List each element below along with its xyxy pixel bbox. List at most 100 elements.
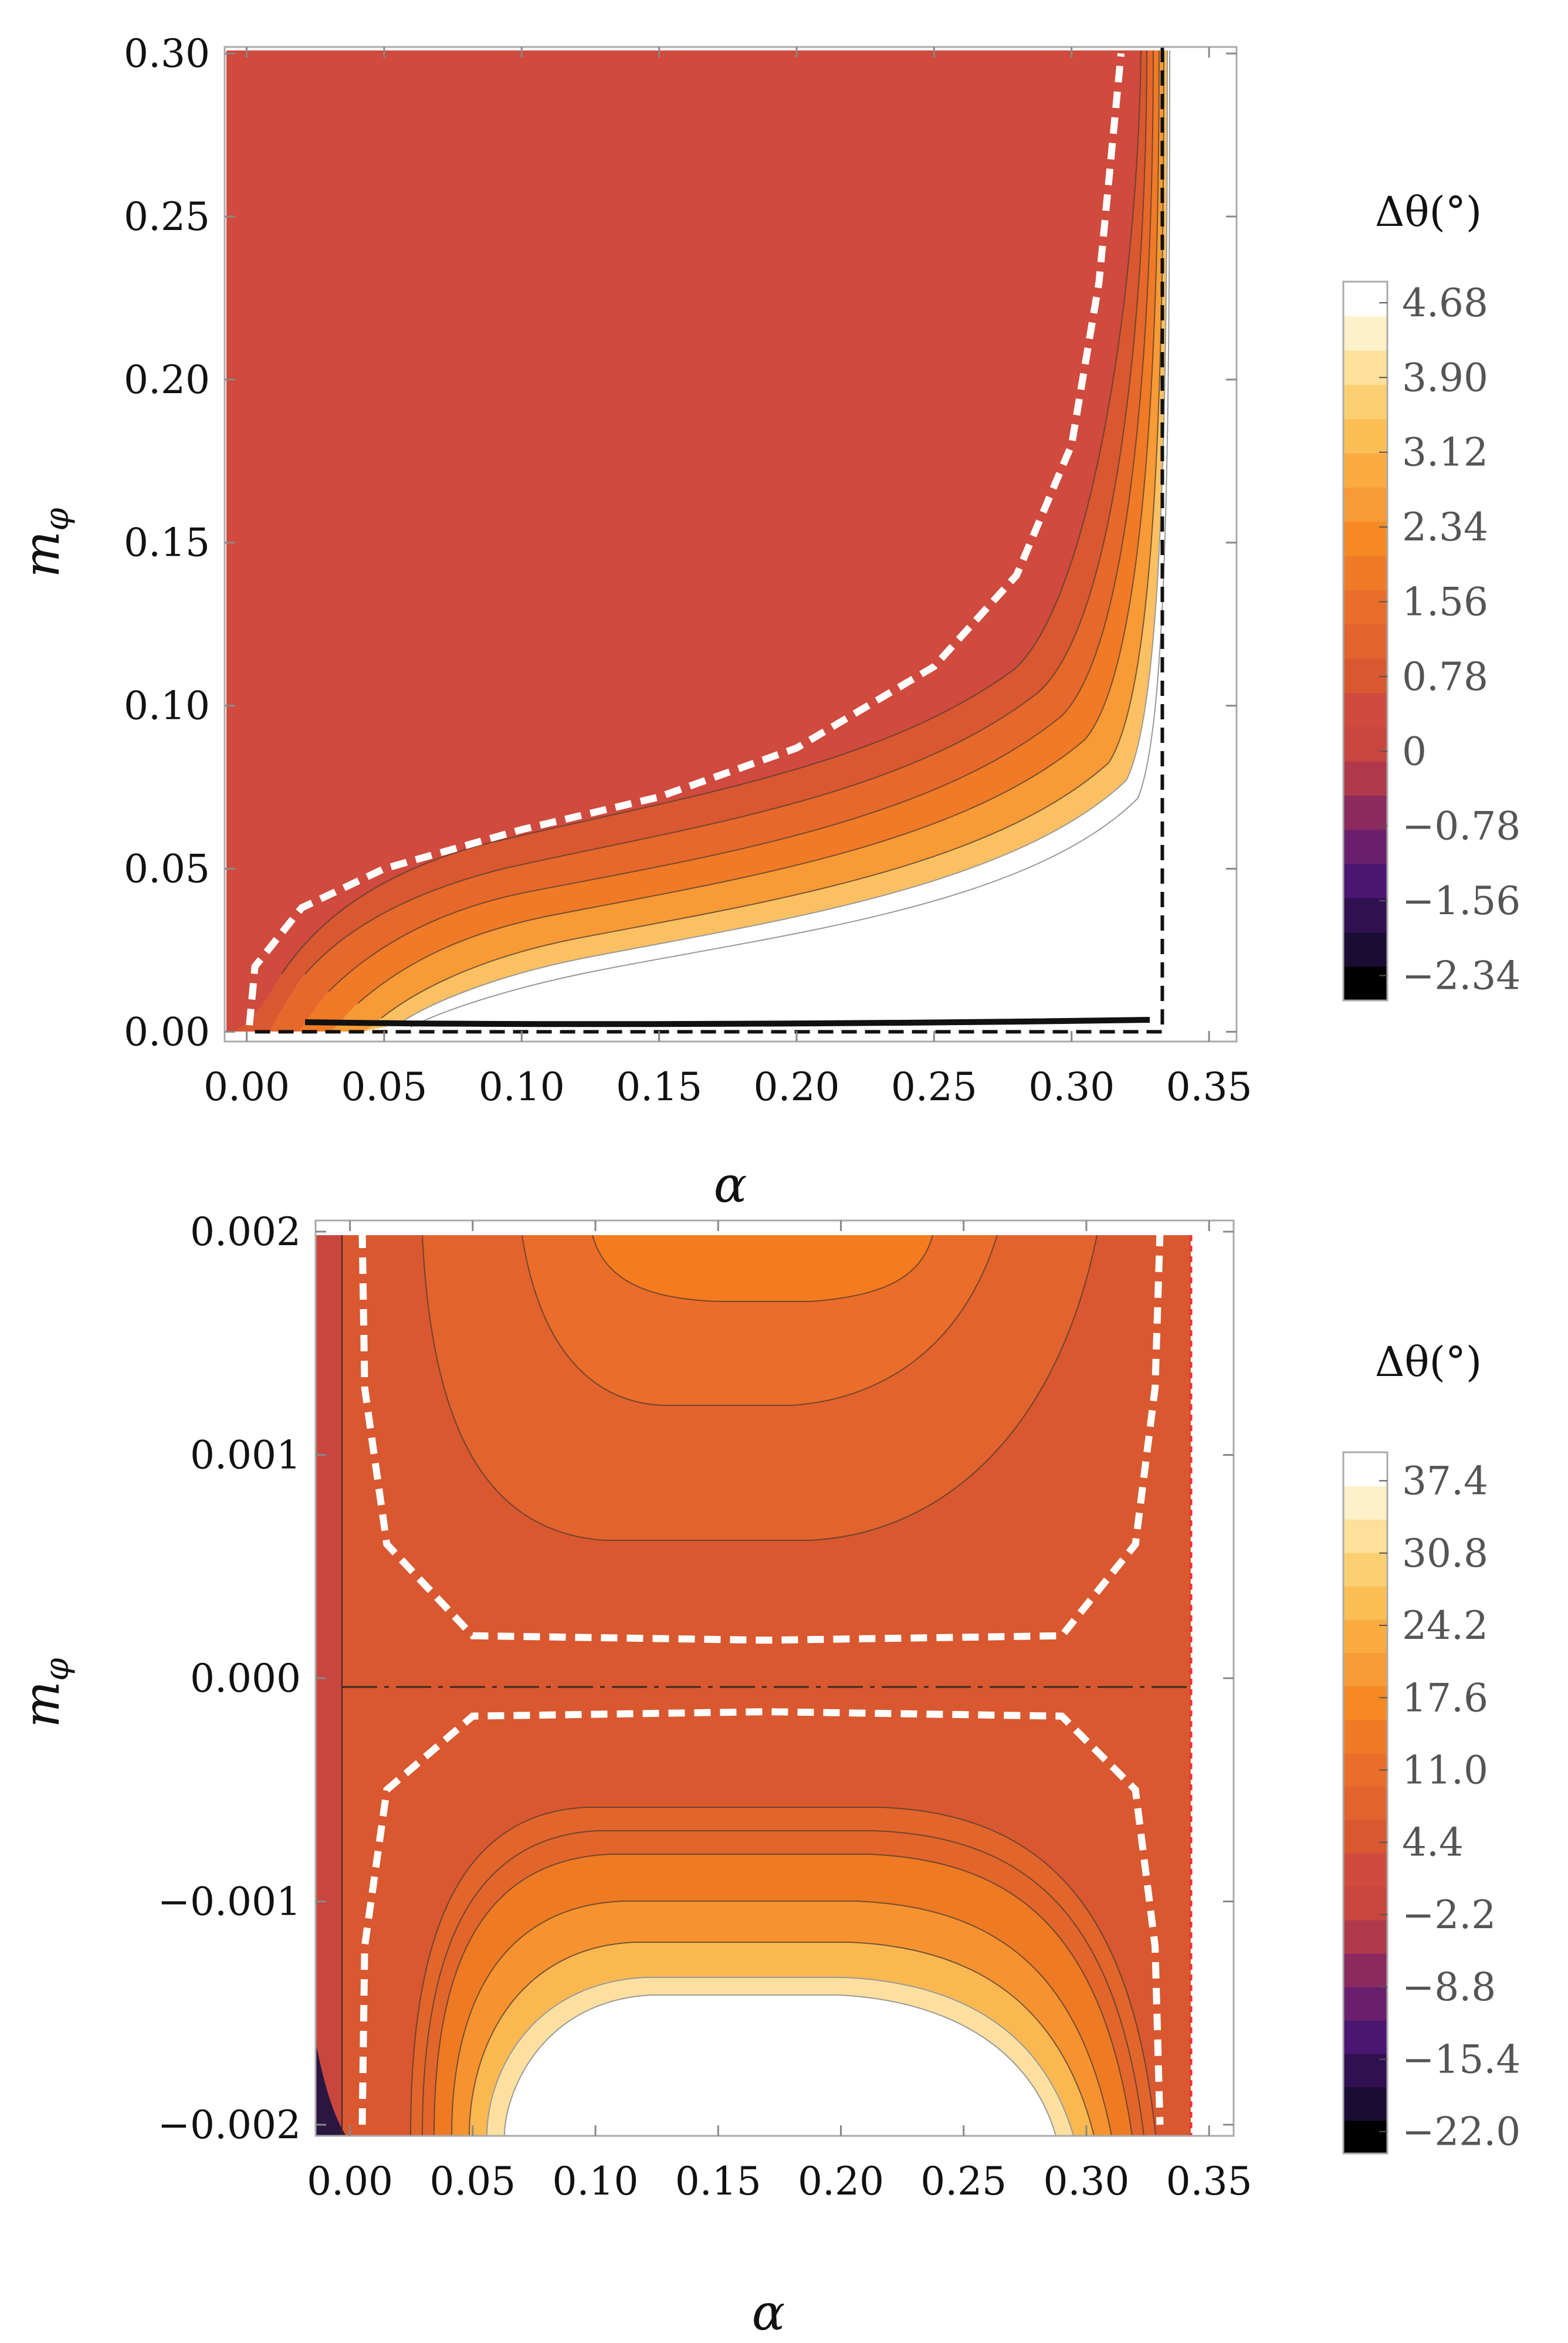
bottom-colorbar-band bbox=[1343, 2120, 1387, 2154]
top-y-tick-label: 0.00 bbox=[124, 1009, 210, 1054]
top-colorbar-band bbox=[1343, 452, 1387, 488]
top-zero-contour-dashed bbox=[246, 53, 1125, 1026]
top-colorbar-band bbox=[1343, 487, 1387, 522]
top-colorbar-label: 0 bbox=[1402, 729, 1427, 774]
top-y-tick-label: 0.20 bbox=[124, 357, 210, 403]
top-y-tick-label: 0.10 bbox=[124, 684, 210, 729]
bottom-y-tick-label: −0.002 bbox=[158, 2102, 301, 2148]
bottom-colorbar-band bbox=[1343, 1719, 1387, 1754]
bottom-colorbar-label: 17.6 bbox=[1402, 1675, 1488, 1720]
top-colorbar-band bbox=[1343, 384, 1387, 420]
top-y-tick-label: 0.05 bbox=[124, 846, 210, 891]
top-colorbar-band bbox=[1343, 829, 1387, 864]
top-colorbar-band bbox=[1343, 316, 1387, 351]
bottom-x-tick-label: 0.10 bbox=[553, 2159, 639, 2204]
bottom-x-tick-label: 0.25 bbox=[920, 2159, 1007, 2204]
top-x-ticks: 0.00 0.05 0.10 0.15 0.20 0.25 0.30 0.35 bbox=[204, 47, 1252, 1110]
bottom-colorbar-band bbox=[1343, 1552, 1387, 1587]
top-x-tick-label: 0.25 bbox=[891, 1064, 977, 1110]
top-x-tick-label: 0.10 bbox=[479, 1064, 565, 1110]
top-x-axis-label: α bbox=[714, 1156, 747, 1213]
top-y-tick-label: 0.25 bbox=[124, 194, 210, 239]
bottom-colorbar-label: 30.8 bbox=[1402, 1531, 1488, 1576]
bottom-colorbar-label: −8.8 bbox=[1402, 1965, 1496, 2010]
top-x-tick-label: 0.05 bbox=[341, 1064, 427, 1110]
bottom-colorbar-band bbox=[1343, 1585, 1387, 1620]
bottom-colorbar: Δθ(°) 37.4 30.8 24.2 17.6 11.0 4.4 −2.2 −8.8 −15… bbox=[1342, 1338, 1520, 2155]
bottom-colorbar-band bbox=[1343, 1986, 1387, 2021]
top-colorbar-band bbox=[1343, 282, 1387, 317]
top-colorbar-label: 3.12 bbox=[1402, 430, 1488, 475]
bottom-colorbar-band bbox=[1343, 1852, 1387, 1887]
bottom-zero-contour-upper bbox=[358, 1231, 1164, 1644]
bottom-x-tick-label: 0.35 bbox=[1166, 2159, 1252, 2204]
bottom-upper-band-3 bbox=[592, 1235, 933, 1301]
top-colorbar-label: 0.78 bbox=[1402, 654, 1488, 699]
bottom-x-tick-label: 0.05 bbox=[429, 2159, 516, 2204]
top-y-ticks: 0.00 0.05 0.10 0.15 0.20 0.25 0.30 bbox=[124, 31, 1237, 1054]
top-colorbar-label: −2.34 bbox=[1402, 954, 1520, 999]
top-x-tick-label: 0.35 bbox=[1166, 1064, 1252, 1110]
top-boundary-dashed bbox=[255, 47, 1164, 1034]
top-colorbar-band bbox=[1343, 692, 1387, 728]
top-colorbar-label: −1.56 bbox=[1402, 878, 1520, 924]
bottom-colorbar-label: −15.4 bbox=[1402, 2037, 1520, 2082]
bottom-x-tick-label: 0.30 bbox=[1043, 2159, 1129, 2204]
bottom-y-tick-label: 0.001 bbox=[190, 1433, 301, 1478]
top-x-tick-label: 0.20 bbox=[754, 1064, 840, 1110]
bottom-colorbar-band bbox=[1343, 1953, 1387, 1987]
bottom-left-strip bbox=[316, 1235, 342, 2136]
top-y-axis-label: mφ bbox=[13, 508, 76, 578]
bottom-x-ticks: 0.00 0.05 0.10 0.15 0.20 0.25 0.30 0.35 bbox=[307, 1220, 1252, 2204]
top-colorbar-band bbox=[1343, 863, 1387, 898]
top-colorbar-band bbox=[1343, 418, 1387, 454]
top-zero-region bbox=[226, 50, 1141, 1032]
bottom-colorbar-labels: 37.4 30.8 24.2 17.6 11.0 4.4 −2.2 −8.8 −15.4 −22.… bbox=[1379, 1459, 1520, 2155]
top-plot-frame bbox=[223, 46, 1238, 1043]
top-positive-band-2 bbox=[270, 50, 1153, 1032]
top-colorbar: Δθ(°) 4.68 3.90 3.12 2.34 1.56 0.78 0 −0.78 −1.5… bbox=[1342, 188, 1520, 1002]
top-positive-band-3 bbox=[299, 50, 1159, 1032]
bottom-colorbar-band bbox=[1343, 2087, 1387, 2121]
bottom-zero-contour-lower bbox=[358, 1708, 1164, 2125]
bottom-colorbar-band bbox=[1343, 1519, 1387, 1553]
bottom-colorbar-band bbox=[1343, 1886, 1387, 1921]
top-colorbar-label: 4.68 bbox=[1402, 280, 1488, 326]
bottom-colorbar-label: 11.0 bbox=[1402, 1747, 1488, 1793]
top-positive-band-1 bbox=[235, 50, 1147, 1032]
top-colorbar-band bbox=[1343, 932, 1387, 967]
bottom-colorbar-band bbox=[1343, 1652, 1387, 1687]
bottom-colorbar-bands bbox=[1343, 1452, 1387, 2154]
bottom-colorbar-band bbox=[1343, 1919, 1387, 1954]
bottom-negative-wedge bbox=[316, 2042, 346, 2136]
top-x-tick-label: 0.30 bbox=[1028, 1064, 1115, 1110]
bottom-colorbar-band bbox=[1343, 2020, 1387, 2054]
bottom-colorbar-band bbox=[1343, 1819, 1387, 1854]
bottom-x-tick-label: 0.00 bbox=[307, 2159, 393, 2204]
top-contour-field bbox=[225, 47, 1237, 1042]
bottom-y-axis-label: mφ bbox=[13, 1658, 76, 1728]
bottom-colorbar-band bbox=[1343, 1485, 1387, 1520]
top-colorbar-band bbox=[1343, 658, 1387, 693]
top-colorbar-band bbox=[1343, 898, 1387, 933]
top-plot-panel: 0.00 0.05 0.10 0.15 0.20 0.25 0.30 0.35 0.000.0… bbox=[13, 31, 1520, 1213]
top-contour-lines bbox=[281, 50, 1164, 1019]
bottom-colorbar-band bbox=[1343, 2053, 1387, 2088]
bottom-colorbar-label: 4.4 bbox=[1402, 1820, 1464, 1865]
bottom-colorbar-band bbox=[1343, 1619, 1387, 1654]
top-bottom-black-contour bbox=[304, 1017, 1150, 1027]
top-colorbar-band bbox=[1343, 966, 1387, 1001]
top-colorbar-label: −0.78 bbox=[1402, 804, 1520, 849]
bottom-colorbar-label: −22.0 bbox=[1402, 2109, 1520, 2155]
bottom-colorbar-band bbox=[1343, 1686, 1387, 1720]
top-colorbar-band bbox=[1343, 760, 1387, 796]
bottom-contour-lines bbox=[410, 1235, 1156, 2136]
bottom-colorbar-band bbox=[1343, 1786, 1387, 1820]
top-colorbar-band bbox=[1343, 624, 1387, 659]
bottom-x-tick-label: 0.15 bbox=[675, 2159, 761, 2204]
bottom-lower-white-region bbox=[504, 1995, 1056, 2136]
top-colorbar-band bbox=[1343, 795, 1387, 830]
top-x-tick-label: 0.00 bbox=[204, 1064, 290, 1110]
bottom-y-tick-label: 0.000 bbox=[190, 1656, 301, 1701]
